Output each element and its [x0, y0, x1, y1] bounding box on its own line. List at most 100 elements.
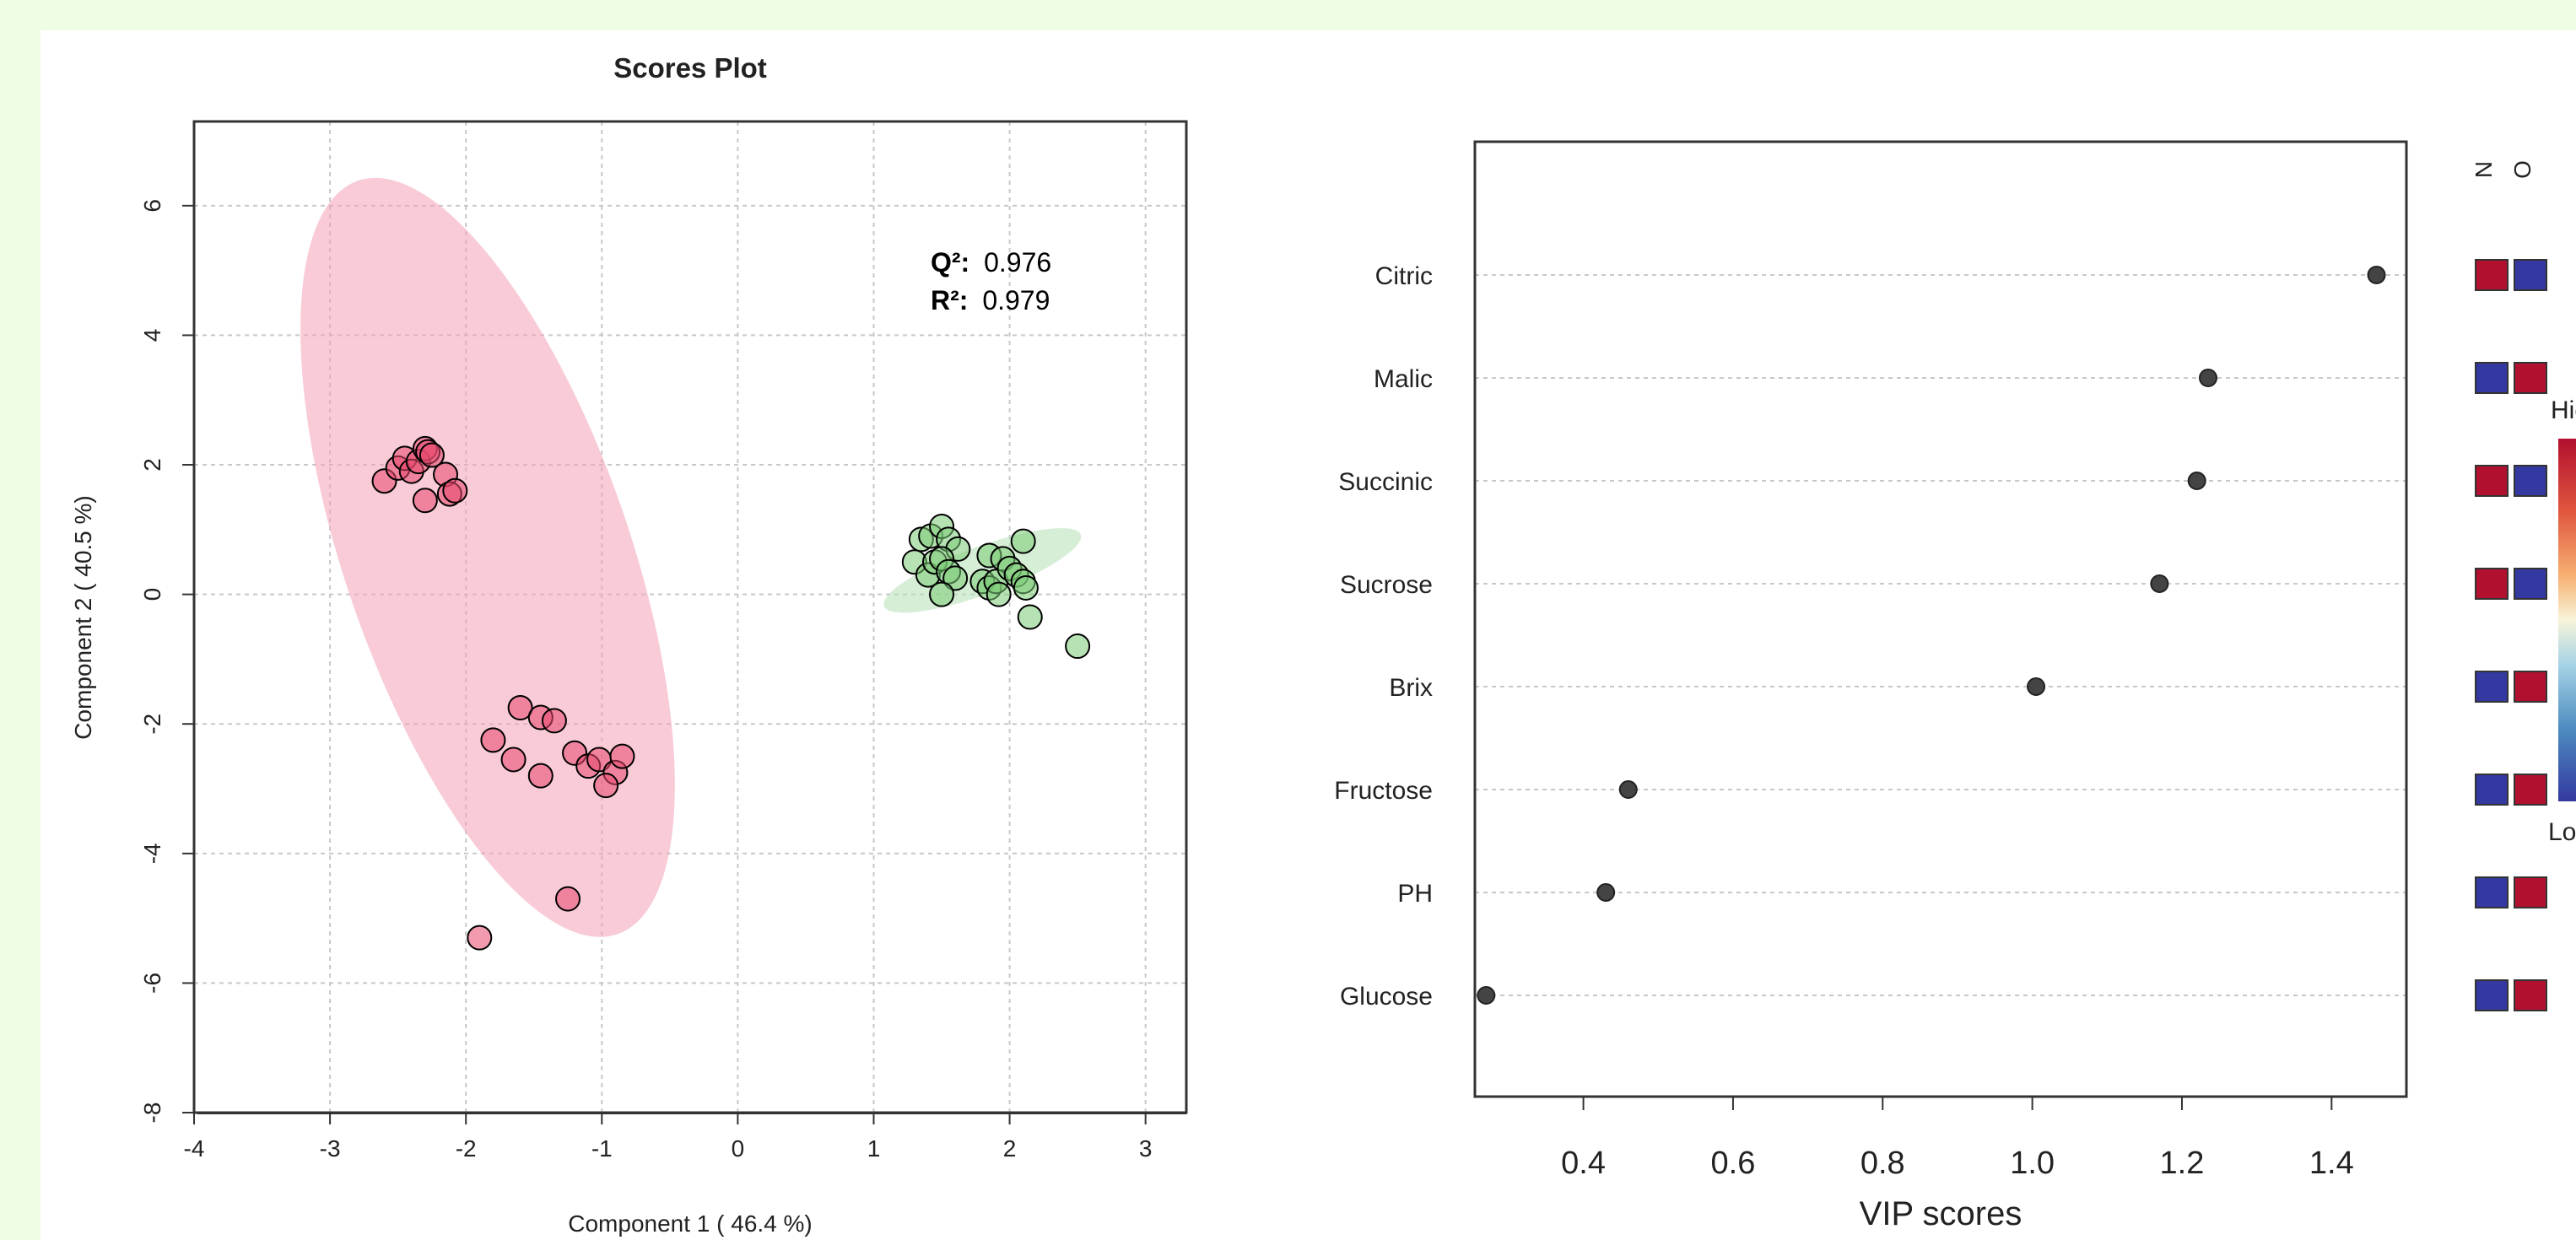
vip-category-label: Brix — [1389, 674, 1433, 702]
scores-x-tick-label: -3 — [320, 1135, 341, 1162]
score-point-pink — [442, 477, 468, 504]
score-point-green — [1010, 528, 1036, 554]
vip-heat-cell-high — [2475, 465, 2508, 497]
score-point-pink — [527, 763, 554, 789]
scores-y-ticks: -8 -6 -4 -2 0 2 4 6 — [139, 199, 194, 1123]
score-point-pink — [480, 727, 506, 753]
figure-panel: -4 -3 -2 -1 0 1 2 3 -8 -6 -4 -2 0 2 4 6 Scores Plot Co… — [41, 30, 2576, 1240]
vip-points — [1477, 266, 2386, 1005]
vip-point — [1596, 883, 1616, 902]
score-point-green — [942, 565, 969, 591]
r2-label: R²: — [931, 285, 968, 315]
vip-heatmap — [2475, 259, 2547, 1011]
scores-x-tick-label: 2 — [1003, 1135, 1017, 1162]
vip-point — [2150, 574, 2169, 593]
vip-heat-cell-low — [2514, 568, 2547, 600]
vip-x-tick-label: 1.2 — [2160, 1146, 2205, 1181]
vip-heat-cell-high — [2475, 568, 2508, 600]
vip-x-tick-label: 0.6 — [1711, 1146, 1756, 1181]
vip-point — [2199, 369, 2218, 387]
score-point-pink — [412, 488, 438, 514]
scores-y-tick-label: 0 — [139, 588, 165, 601]
vip-x-ticks: 0.4 0.6 0.8 1.0 1.2 1.4 — [1561, 1097, 2354, 1181]
vip-category-label: Succinic — [1338, 468, 1433, 496]
vip-plot-frame — [1473, 140, 2408, 1098]
scores-x-tick-label: 1 — [867, 1135, 881, 1162]
scores-y-tick-label: 4 — [139, 329, 165, 342]
score-point-pink — [609, 743, 635, 769]
r2-annotation: R²: 0.979 — [931, 285, 1050, 315]
vip-heat-cell-low — [2475, 362, 2508, 394]
score-point-green — [1065, 633, 1091, 660]
vip-x-axis-label: VIP scores — [1860, 1195, 2022, 1232]
vip-point — [1618, 780, 1638, 799]
vip-heat-cell-high — [2514, 671, 2547, 703]
vip-heat-cell-low — [2475, 876, 2508, 908]
score-point-pink — [500, 747, 527, 773]
vip-x-tick-label: 0.4 — [1561, 1146, 1606, 1181]
vip-category-label: Sucrose — [1340, 571, 1433, 599]
q2-value: 0.976 — [984, 247, 1051, 278]
score-point-pink — [507, 695, 533, 721]
score-point-pink — [419, 442, 445, 468]
vip-heat-cell-high — [2514, 876, 2547, 908]
vip-category-label: Malic — [1374, 365, 1433, 393]
scores-x-tick-label: 0 — [732, 1135, 745, 1162]
vip-heat-cell-low — [2475, 671, 2508, 703]
vip-heat-cell-low — [2514, 259, 2547, 291]
vip-category-labels: Citric Malic Succinic Sucrose Brix Fructose PH… — [1334, 262, 1433, 1011]
vip-category-label: Citric — [1375, 262, 1433, 290]
colorbar-low-label: Low — [2548, 818, 2576, 846]
scores-x-tick-label: 3 — [1139, 1135, 1153, 1162]
scores-y-tick-label: 2 — [139, 458, 165, 472]
scores-x-tick-label: -4 — [184, 1135, 205, 1162]
scores-plot: -4 -3 -2 -1 0 1 2 3 -8 -6 -4 -2 0 2 4 6 Scores Plot Co… — [70, 52, 1188, 1237]
colorbar-high-label: High — [2551, 396, 2576, 424]
vip-heat-column-label: O — [2509, 160, 2535, 179]
scores-y-tick-label: -4 — [139, 843, 165, 864]
scores-x-tick-label: -2 — [456, 1135, 477, 1162]
vip-x-tick-label: 1.0 — [2010, 1146, 2055, 1181]
score-point-pink — [593, 773, 619, 799]
vip-grid — [1475, 274, 2406, 996]
score-point-pink — [555, 886, 581, 912]
vip-heat-cell-low — [2514, 465, 2547, 497]
vip-category-label: Fructose — [1334, 777, 1433, 805]
vip-point — [2027, 677, 2046, 696]
score-point-green — [929, 581, 955, 607]
scores-y-tick-label: 6 — [139, 199, 165, 213]
score-point-pink — [541, 708, 567, 734]
vip-heat-cell-high — [2514, 362, 2547, 394]
vip-x-tick-label: 1.4 — [2309, 1146, 2354, 1181]
colorbar — [2558, 439, 2576, 801]
confidence-ellipse-pink — [300, 177, 675, 937]
scores-y-tick-label: -2 — [139, 714, 165, 735]
scores-points — [371, 435, 1091, 951]
q2-annotation: Q²: 0.976 — [931, 247, 1051, 278]
r2-value: 0.979 — [982, 285, 1050, 315]
score-point-green — [1017, 604, 1043, 630]
vip-plot: Citric Malic Succinic Sucrose Brix Fructose PH… — [1334, 140, 2576, 1232]
scores-x-axis-label: Component 1 ( 46.4 %) — [568, 1210, 813, 1237]
vip-category-label: PH — [1397, 880, 1433, 908]
vip-heat-cell-low — [2475, 774, 2508, 806]
scores-title: Scores Plot — [613, 52, 767, 84]
vip-heat-cell-high — [2475, 259, 2508, 291]
vip-point — [1477, 986, 1496, 1005]
scores-y-tick-label: -8 — [139, 1103, 165, 1124]
scores-y-axis-label: Component 2 ( 40.5 %) — [70, 495, 96, 740]
score-point-green — [1013, 574, 1039, 601]
score-point-green — [986, 581, 1012, 607]
scores-x-ticks: -4 -3 -2 -1 0 1 2 3 — [184, 1113, 1153, 1162]
vip-heat-cell-high — [2514, 979, 2547, 1011]
score-point-pink — [467, 925, 493, 951]
vip-heat-cell-high — [2514, 774, 2547, 806]
vip-point — [2187, 472, 2206, 490]
figure-canvas: -4 -3 -2 -1 0 1 2 3 -8 -6 -4 -2 0 2 4 6 Scores Plot Co… — [70, 52, 2576, 1237]
vip-x-tick-label: 0.8 — [1860, 1146, 1905, 1181]
scores-x-tick-label: -1 — [591, 1135, 613, 1162]
vip-point — [2367, 266, 2386, 284]
vip-heat-cell-low — [2475, 979, 2508, 1011]
q2-label: Q²: — [931, 247, 969, 278]
